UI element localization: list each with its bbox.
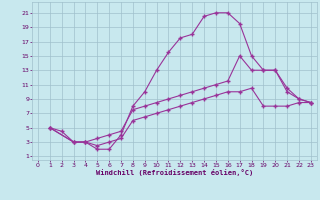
X-axis label: Windchill (Refroidissement éolien,°C): Windchill (Refroidissement éolien,°C) [96,169,253,176]
